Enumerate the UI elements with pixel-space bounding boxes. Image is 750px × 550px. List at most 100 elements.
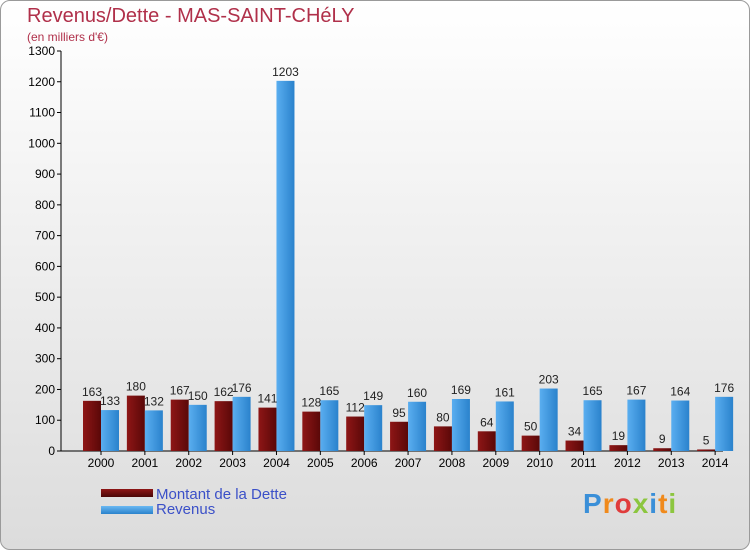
- bar-dette: [433, 426, 452, 451]
- x-tick-label: 2008: [439, 456, 466, 470]
- legend-swatch-dette: [101, 489, 153, 497]
- data-label: 203: [539, 373, 559, 387]
- data-label: 112: [346, 401, 365, 415]
- data-label: 132: [144, 394, 164, 408]
- y-tick-label: 600: [35, 259, 55, 273]
- data-label: 80: [436, 410, 450, 424]
- data-label: 165: [583, 384, 603, 398]
- data-label: 165: [319, 384, 339, 398]
- logo-letter: o: [614, 488, 633, 519]
- bar-dette: [302, 411, 321, 451]
- y-tick-label: 1100: [29, 106, 55, 120]
- bar-revenus: [364, 405, 383, 451]
- bar-revenus: [232, 396, 251, 451]
- y-tick-label: 500: [35, 290, 55, 304]
- bar-dette: [346, 416, 365, 451]
- x-tick-label: 2014: [702, 456, 729, 470]
- y-tick-label: 400: [35, 321, 55, 335]
- chart-subtitle: (en milliers d'€): [27, 30, 108, 44]
- x-tick-label: 2000: [88, 456, 115, 470]
- logo-letter: i: [668, 488, 678, 519]
- x-tick-label: 2007: [395, 456, 422, 470]
- bar-dette: [653, 448, 672, 451]
- data-label: 19: [612, 429, 626, 443]
- data-label: 95: [392, 406, 406, 420]
- x-tick-label: 2013: [658, 456, 685, 470]
- bar-revenus: [495, 401, 514, 451]
- y-tick-label: 1200: [28, 75, 55, 89]
- logo-letter: P: [583, 488, 603, 519]
- bar-dette: [126, 395, 145, 451]
- y-tick-label: 200: [35, 382, 55, 396]
- data-label: 164: [670, 385, 690, 399]
- x-tick-label: 2010: [526, 456, 553, 470]
- bar-dette: [390, 421, 409, 451]
- logo-letter: x: [632, 488, 650, 519]
- data-label: 167: [170, 384, 190, 398]
- bar-revenus: [144, 410, 163, 451]
- bar-dette: [214, 401, 233, 451]
- proxiti-logo: Proxiti: [583, 488, 677, 520]
- x-tick-label: 2003: [219, 456, 246, 470]
- x-tick-label: 2004: [263, 456, 290, 470]
- data-label: 133: [100, 394, 120, 408]
- bar-revenus: [408, 401, 427, 451]
- x-tick-label: 2005: [307, 456, 334, 470]
- data-label: 161: [495, 385, 515, 399]
- data-label: 150: [188, 389, 208, 403]
- data-label: 50: [524, 420, 538, 434]
- y-tick-label: 900: [35, 167, 55, 181]
- data-label: 141: [257, 392, 277, 406]
- y-tick-label: 1000: [28, 136, 55, 150]
- data-label: 160: [407, 386, 427, 400]
- data-label: 169: [451, 383, 471, 397]
- data-label: 176: [232, 381, 252, 395]
- bar-dette: [83, 400, 101, 451]
- bar-revenus: [276, 80, 295, 451]
- x-tick-label: 2006: [351, 456, 378, 470]
- bar-dette: [477, 431, 496, 451]
- x-tick-label: 2011: [571, 456, 597, 470]
- bar-dette: [609, 445, 628, 451]
- y-tick-label: 700: [35, 229, 55, 243]
- bar-revenus: [101, 410, 119, 451]
- bar-revenus: [320, 400, 339, 451]
- bar-dette: [697, 449, 716, 451]
- bar-dette: [258, 407, 277, 451]
- bar-revenus: [539, 388, 558, 451]
- y-tick-label: 1300: [28, 44, 55, 58]
- logo-letter: t: [658, 488, 669, 519]
- y-tick-label: 300: [35, 352, 55, 366]
- bar-revenus: [188, 404, 207, 451]
- legend-label-revenus: Revenus: [156, 501, 216, 518]
- logo-letter: i: [649, 488, 659, 519]
- data-label: 9: [659, 432, 666, 446]
- bar-revenus: [583, 400, 602, 451]
- data-label: 176: [714, 381, 734, 395]
- data-label: 162: [214, 385, 234, 399]
- legend-label-dette: Montant de la Dette: [156, 486, 287, 503]
- bar-revenus: [671, 400, 690, 451]
- data-label: 64: [480, 415, 494, 429]
- x-tick-label: 2002: [175, 456, 202, 470]
- bar-revenus: [451, 399, 470, 451]
- data-label: 149: [363, 389, 383, 403]
- y-tick-label: 0: [48, 444, 55, 458]
- x-tick-label: 2012: [614, 456, 641, 470]
- bar-revenus: [715, 396, 734, 451]
- bar-dette: [521, 435, 540, 451]
- data-label: 167: [626, 384, 646, 398]
- x-tick-label: 2009: [482, 456, 509, 470]
- bar-revenus: [627, 399, 646, 451]
- data-label: 180: [126, 380, 146, 394]
- data-label: 1203: [272, 65, 299, 79]
- data-label: 5: [703, 433, 710, 447]
- y-tick-label: 800: [35, 198, 55, 212]
- data-label: 128: [301, 396, 321, 410]
- legend-swatch-revenus: [101, 506, 153, 514]
- chart-title: Revenus/Dette - MAS-SAINT-CHéLY: [27, 5, 355, 27]
- data-label: 163: [82, 385, 102, 399]
- logo-letter: r: [602, 488, 615, 519]
